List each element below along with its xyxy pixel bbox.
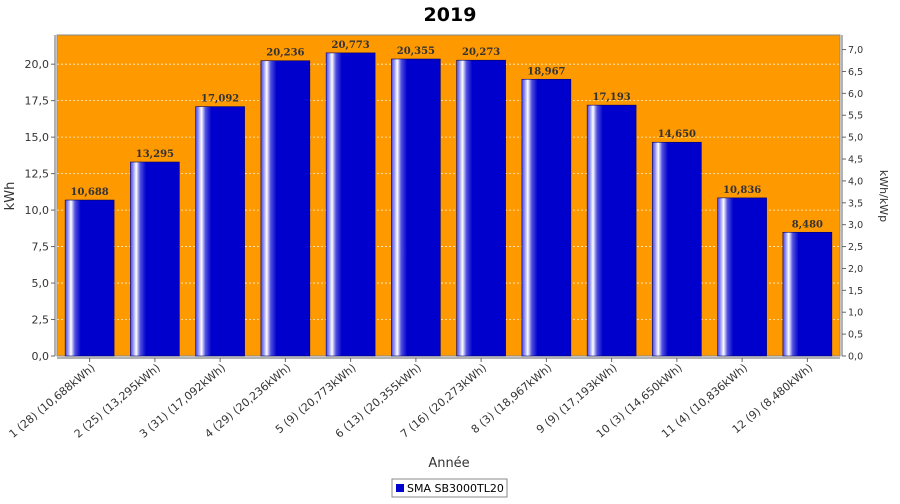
value-labels: 10,688 13,295 17,092 20,236 20,773 20,355 20,2… xyxy=(70,40,823,230)
y-tick-label: 15,0 xyxy=(25,131,50,144)
bars xyxy=(64,52,833,357)
gridlines xyxy=(57,63,840,320)
y-right-tick-label: 4,5 xyxy=(848,155,863,166)
bar xyxy=(391,58,441,357)
plot-area xyxy=(56,34,841,357)
bar-value-label: 14,650 xyxy=(658,129,696,140)
bar xyxy=(130,161,180,357)
bar xyxy=(586,104,637,357)
bar xyxy=(782,231,833,357)
y-tick-label: 12,5 xyxy=(25,168,50,181)
y-tick-label: 10,0 xyxy=(25,204,50,217)
y-right-tick-label: 2,0 xyxy=(848,264,863,275)
x-axis: 1 (28) (10,688kWh)2 (25) (13,295kWh)3 (3… xyxy=(7,357,840,441)
bar-value-label: 10,688 xyxy=(70,187,108,198)
bar-value-label: 20,773 xyxy=(331,40,369,51)
bar-value-label: 17,193 xyxy=(592,92,630,103)
y-tick-label: 5,0 xyxy=(32,277,50,290)
y-axis-label: kWh xyxy=(3,182,18,211)
bar-value-label: 20,355 xyxy=(397,46,435,57)
y-right-tick-label: 7,0 xyxy=(848,45,863,56)
y-right-tick-label: 0,0 xyxy=(848,352,863,363)
y-right-tick-label: 3,0 xyxy=(848,220,863,231)
y-tick-label: 17,5 xyxy=(25,95,50,108)
legend-swatch xyxy=(396,484,404,492)
y-right-tick-label: 6,0 xyxy=(848,89,863,100)
bar-value-label: 13,295 xyxy=(136,149,174,160)
bar xyxy=(325,52,376,357)
bar xyxy=(717,197,767,357)
legend-box xyxy=(391,478,508,498)
y-right-tick-label: 3,5 xyxy=(848,198,863,209)
y-right-tick-label: 4,0 xyxy=(848,176,863,187)
y-right-tick-label: 1,0 xyxy=(848,308,863,319)
bar xyxy=(456,59,506,357)
bar xyxy=(652,141,702,357)
y-axis-label-right: kWh/kWp xyxy=(877,170,890,222)
left-y-axis: 0,0 2,5 5,0 7,5 10,0 12,5 15,0 17,5 20,0 xyxy=(25,35,56,363)
y-tick-label: 20,0 xyxy=(25,58,50,71)
x-axis-label: Année xyxy=(428,456,469,471)
y-right-tick-label: 0,5 xyxy=(848,330,863,341)
y-right-tick-label: 5,0 xyxy=(848,133,863,144)
bar-value-label: 18,967 xyxy=(527,66,565,77)
right-y-axis: 0,0 0,5 1,0 1,5 2,0 2,5 3,0 3,5 4,0 4,5 5,0 5,5 6,0 6… xyxy=(841,35,863,363)
y-right-tick-label: 1,5 xyxy=(848,286,863,297)
y-right-tick-label: 6,5 xyxy=(848,67,863,78)
bar-value-label: 10,836 xyxy=(723,185,761,196)
y-right-tick-label: 5,5 xyxy=(848,111,863,122)
bar-value-label: 17,092 xyxy=(201,94,239,105)
bar xyxy=(521,78,572,357)
chart-title: 2019 xyxy=(424,4,477,26)
bar xyxy=(64,199,115,357)
bar xyxy=(260,60,311,357)
y-right-tick-label: 2,5 xyxy=(848,242,863,253)
legend-entry: SMA SB3000TL20 xyxy=(407,482,504,495)
bar-value-label: 8,480 xyxy=(792,219,823,230)
bar-value-label: 20,236 xyxy=(266,48,304,59)
bar-value-label: 20,273 xyxy=(462,47,500,58)
y-tick-label: 2,5 xyxy=(32,314,50,327)
legend: SMA SB3000TL20 xyxy=(391,478,508,498)
bar xyxy=(195,106,245,357)
y-tick-label: 0,0 xyxy=(32,350,50,363)
y-tick-label: 7,5 xyxy=(32,241,50,254)
